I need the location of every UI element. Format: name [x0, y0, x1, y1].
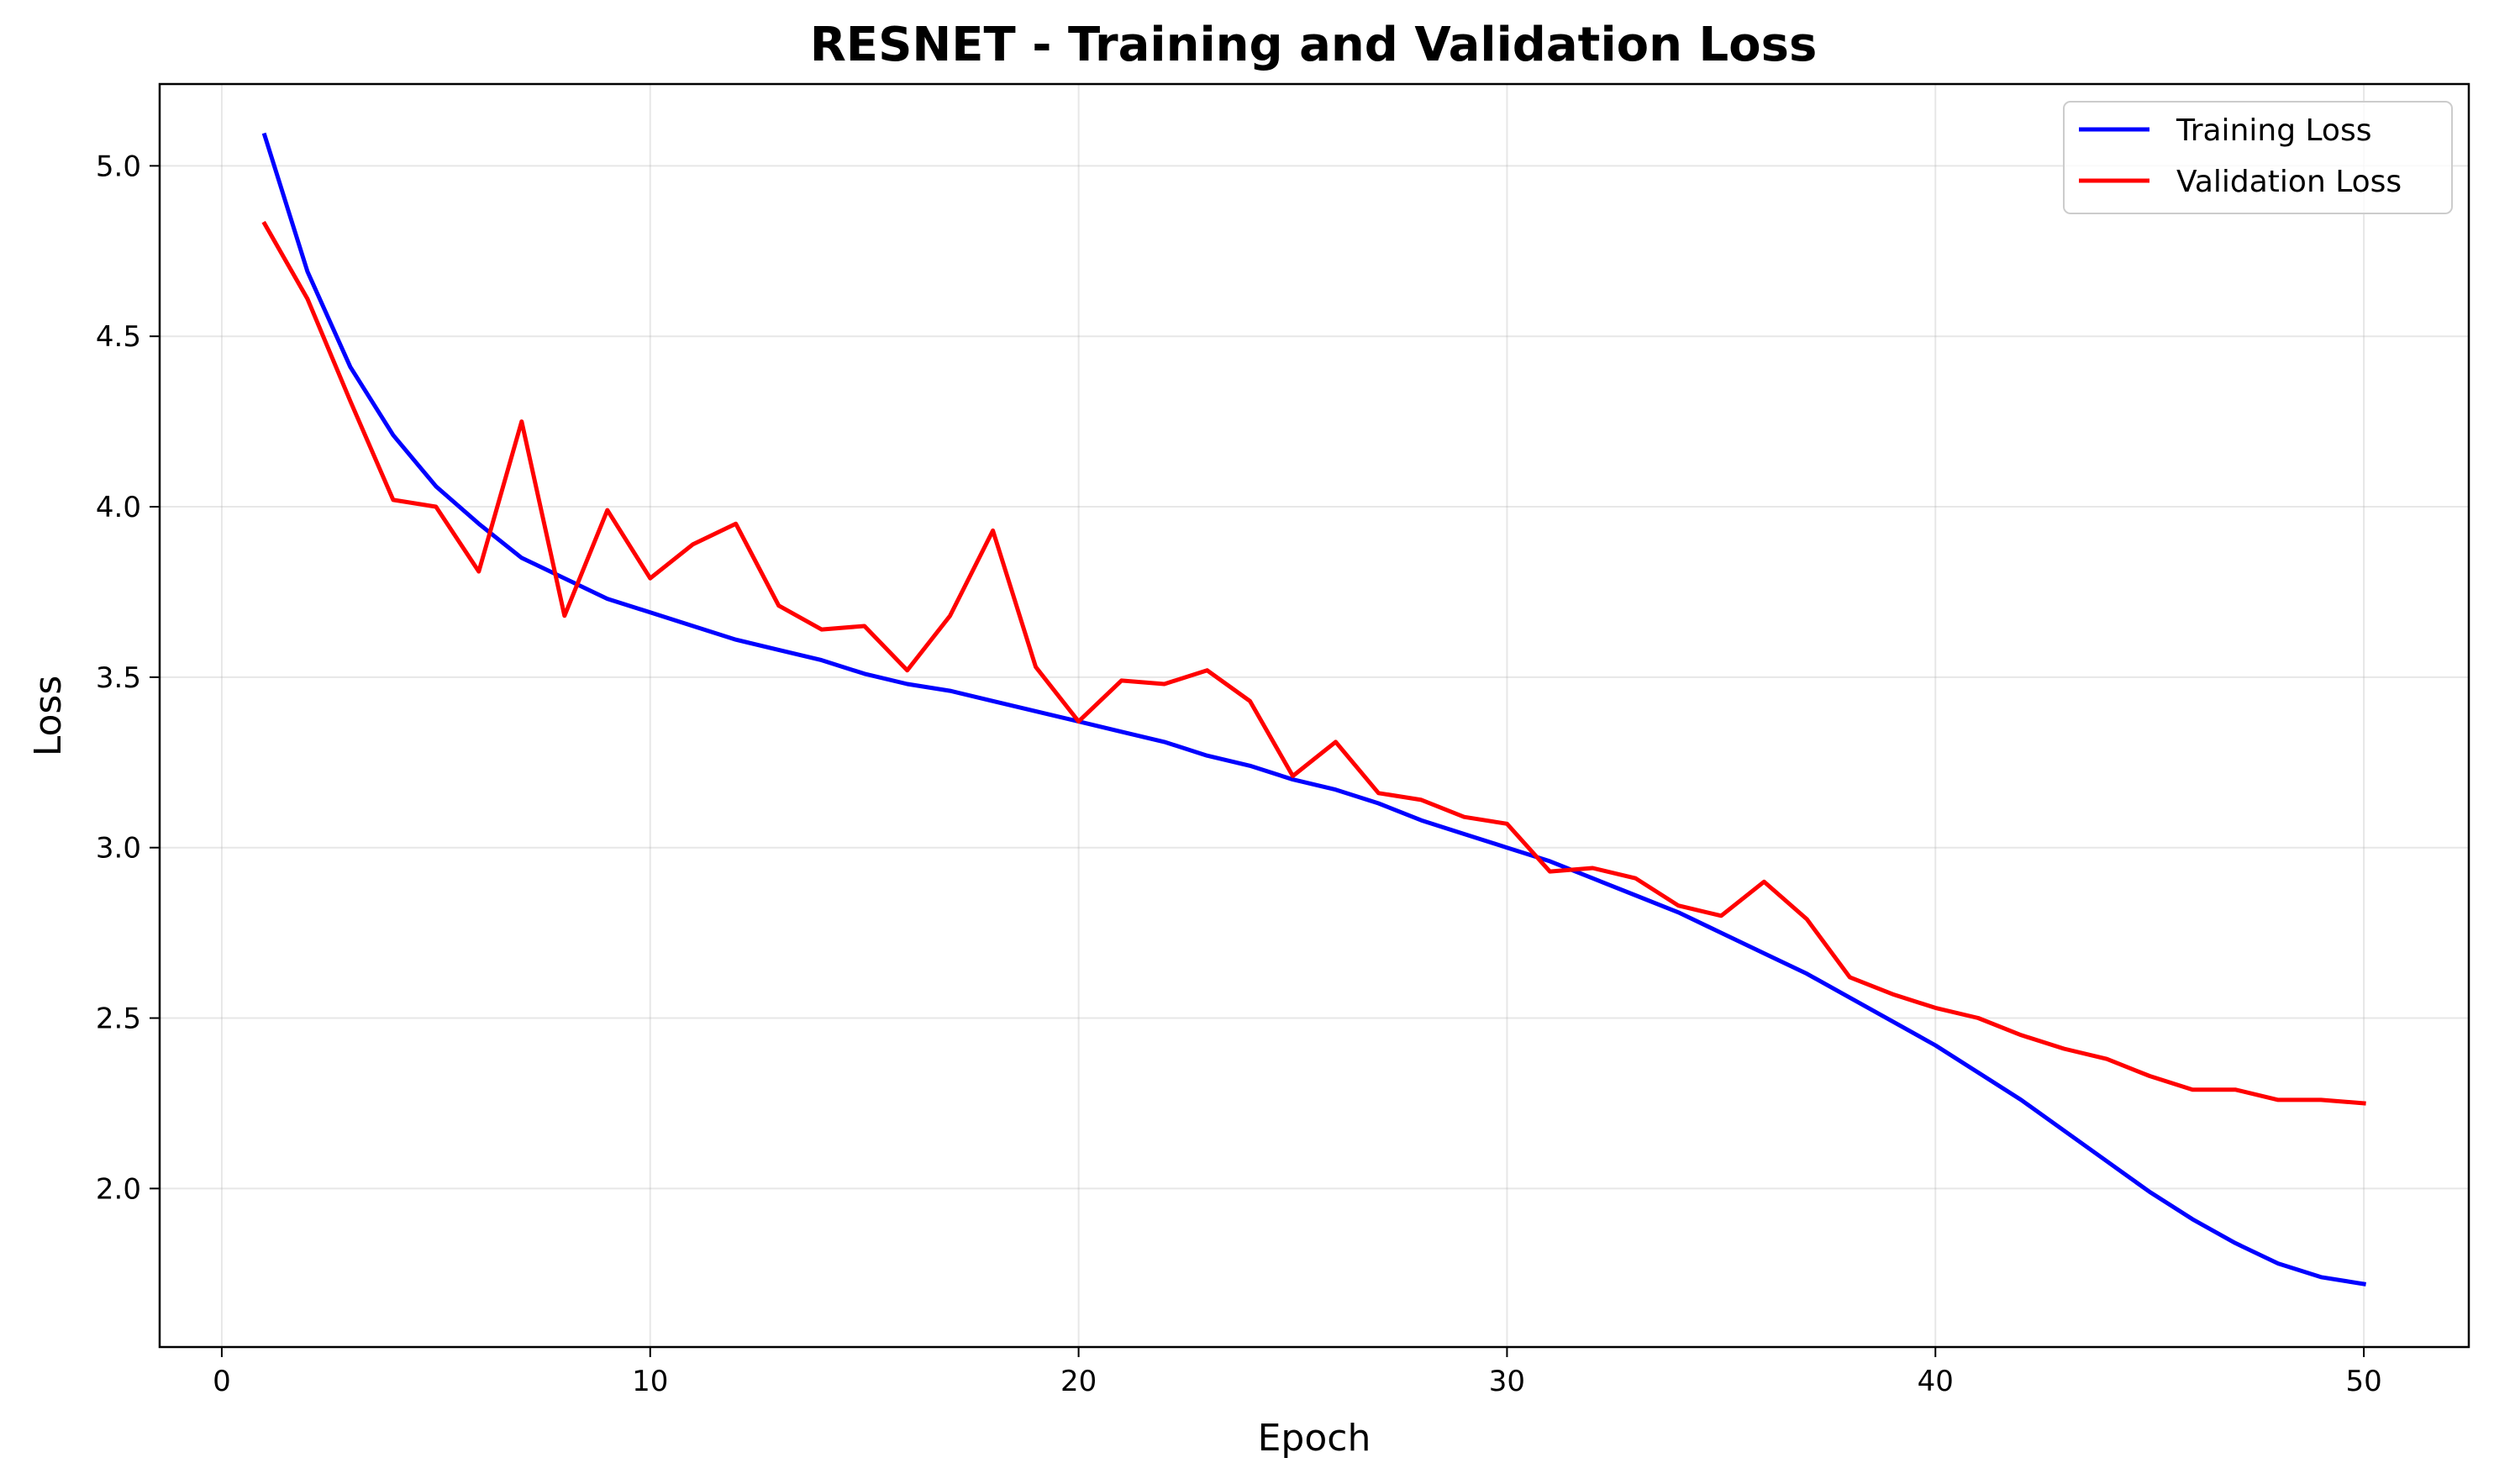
- y-tick-label: 3.0: [96, 832, 141, 866]
- chart-title: RESNET - Training and Validation Loss: [810, 18, 1818, 72]
- x-axis-ticks: 0 10 20 30 40 50: [213, 1347, 2382, 1398]
- x-tick-label: 10: [632, 1365, 668, 1398]
- series-lines: [261, 132, 2366, 1287]
- y-axis-ticks: 2.0 2.5 3.0 3.5 4.0 4.5 5.0: [96, 150, 160, 1206]
- y-axis-label: Loss: [27, 676, 70, 757]
- series-line-validation-loss: [261, 220, 2366, 1106]
- x-tick-label: 0: [213, 1365, 231, 1398]
- y-tick-label: 5.0: [96, 150, 141, 183]
- x-tick-label: 40: [1918, 1365, 1954, 1398]
- x-axis-label: Epoch: [1258, 1417, 1371, 1460]
- x-tick-label: 20: [1060, 1365, 1097, 1398]
- series-line-training-loss: [261, 132, 2366, 1287]
- legend-box: [2063, 101, 2453, 214]
- y-tick-label: 4.5: [96, 320, 141, 354]
- x-tick-label: 30: [1489, 1365, 1525, 1398]
- y-tick-label: 3.5: [96, 661, 141, 695]
- legend-label-validation-loss: Validation Loss: [2176, 165, 2402, 199]
- plot-area-frame: [158, 82, 2470, 1349]
- y-tick-label: 4.0: [96, 491, 141, 524]
- y-tick-label: 2.0: [96, 1172, 141, 1206]
- legend-label-training-loss: Training Loss: [2176, 113, 2371, 148]
- legend: Training Loss Validation Loss: [2063, 101, 2453, 214]
- y-tick-label: 2.5: [96, 1002, 141, 1036]
- x-tick-label: 50: [2345, 1365, 2381, 1398]
